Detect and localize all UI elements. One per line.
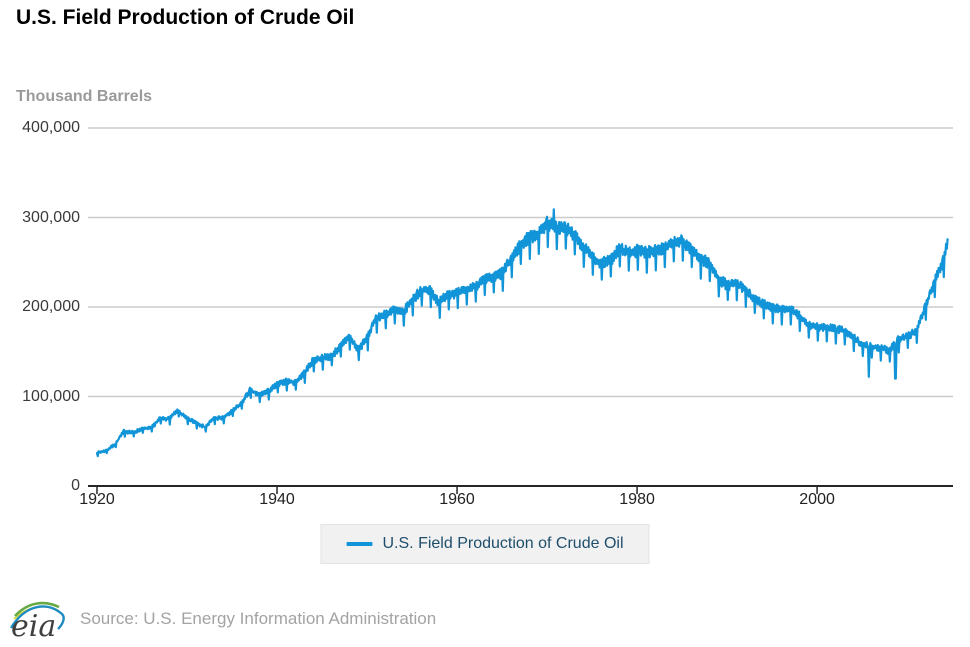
source-text: Source: U.S. Energy Information Administ… xyxy=(80,609,437,628)
y-axis-title: Thousand Barrels xyxy=(16,88,153,105)
page-title: U.S. Field Production of Crude Oil xyxy=(16,6,355,29)
x-tick-label: 1920 xyxy=(79,491,115,508)
legend-label: U.S. Field Production of Crude Oil xyxy=(382,535,624,552)
footer: eia Source: U.S. Energy Information Admi… xyxy=(10,596,436,642)
x-tick-label: 1940 xyxy=(259,491,295,508)
eia-logo: eia xyxy=(10,601,65,641)
legend[interactable]: U.S. Field Production of Crude Oil xyxy=(320,524,650,564)
y-tick-label: 100,000 xyxy=(22,387,80,405)
x-tick-label: 1960 xyxy=(439,491,475,508)
y-tick-label: 0 xyxy=(71,477,80,494)
y-tick-label: 400,000 xyxy=(22,119,80,136)
eia-logo-blue-arc xyxy=(10,605,65,630)
data-line-crude-oil xyxy=(95,208,949,458)
y-tick-label: 300,000 xyxy=(22,208,80,226)
y-tick-label: 200,000 xyxy=(22,298,80,315)
eia-logo-text: eia xyxy=(11,609,56,641)
chart-canvas xyxy=(88,127,953,494)
x-tick-label: 1980 xyxy=(619,491,655,508)
plot-area: 0 100,000 200,000 300,000 400,000 1920 1940 196… xyxy=(22,119,953,508)
eia-logo-green-arc xyxy=(14,601,60,617)
legend-line-swatch xyxy=(346,542,373,546)
x-tick-label: 2000 xyxy=(799,491,835,508)
